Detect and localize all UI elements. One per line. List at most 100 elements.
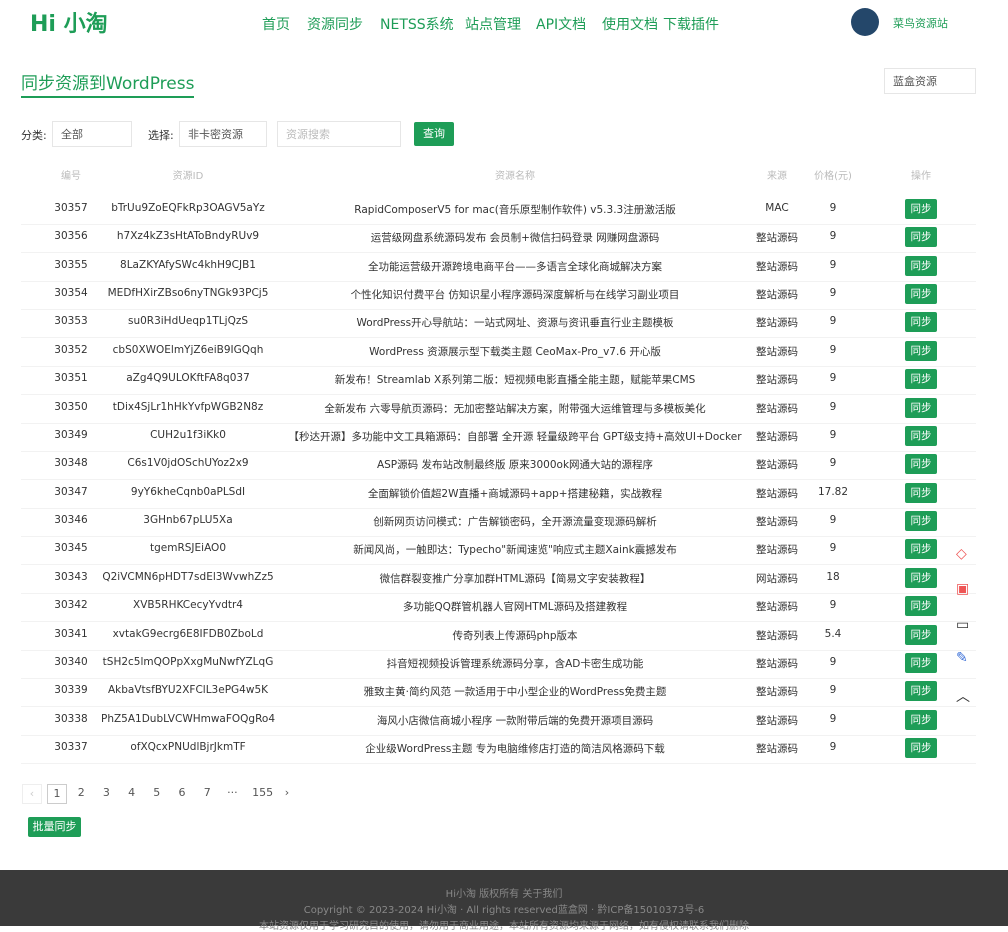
table-cell: ofXQcxPNUdlBjrJkmTF [130, 741, 246, 754]
sync-button[interactable]: 同步 [905, 227, 937, 248]
table-cell: 9 [829, 741, 837, 754]
side-icon[interactable]: ▣ [956, 581, 970, 597]
sync-button[interactable]: 同步 [905, 624, 937, 645]
table-cell: 全新发布 六零导航页源码：无加密整站解决方案，附带强大运维管理与多模板美化 [324, 402, 706, 415]
sync-button[interactable]: 同步 [905, 567, 937, 588]
choose-select[interactable]: 非卡密资源 [179, 121, 267, 147]
sync-button[interactable]: 同步 [905, 199, 937, 219]
search-input[interactable]: 资源搜索 [277, 121, 401, 147]
page-prev[interactable]: ‹ [22, 784, 42, 804]
nav-item[interactable]: NETSS系统 [380, 17, 454, 33]
page-item[interactable]: 7 [203, 786, 211, 799]
table-cell: 30348 [54, 457, 88, 470]
table-cell: 17.82 [817, 485, 849, 498]
table-cell: 30341 [54, 627, 88, 640]
sync-button[interactable]: 同步 [905, 340, 937, 361]
table-cell: 9 [829, 343, 837, 356]
page-item[interactable]: ··· [227, 786, 238, 799]
nav-item[interactable]: API文档 [536, 17, 587, 33]
row-divider [21, 507, 976, 509]
table-cell: 微信群裂变推广分享加群HTML源码【简易文字安装教程】 [379, 572, 651, 585]
page-item[interactable]: 6 [178, 786, 186, 799]
table-cell: 整站源码 [756, 402, 798, 415]
sync-button[interactable]: 同步 [905, 284, 937, 305]
avatar[interactable] [851, 8, 879, 36]
sync-button[interactable]: 同步 [905, 369, 937, 390]
table-cell: 整站源码 [756, 459, 798, 472]
table-cell: 整站源码 [756, 601, 798, 614]
table-cell: CUH2u1f3iKk0 [150, 428, 226, 441]
sync-button[interactable]: 同步 [905, 652, 937, 673]
table-cell: XVB5RHKCecyYvdtr4 [133, 599, 243, 612]
side-icon[interactable]: ▭ [956, 617, 970, 633]
page-item[interactable]: 1 [47, 784, 67, 804]
row-divider [21, 763, 976, 765]
footer-line: Hi小淘 版权所有 关于我们 [445, 889, 563, 900]
sync-button[interactable]: 同步 [905, 681, 937, 702]
logo[interactable]: Hi 小淘 [30, 12, 108, 37]
table-cell: 5.4 [824, 627, 842, 640]
table-cell: 30342 [54, 599, 88, 612]
table-cell: 9yY6kheCqnb0aPLSdI [130, 485, 246, 498]
nav-item[interactable]: 使用文档 [602, 17, 658, 33]
page-next[interactable]: › [284, 786, 290, 799]
table-cell: 企业级WordPress主题 专为电脑维修店打造的简洁风格源码下载 [365, 743, 665, 756]
table-cell: 整站源码 [756, 743, 798, 756]
nav-item[interactable]: 下载插件 [663, 17, 719, 33]
sync-button[interactable]: 同步 [905, 738, 937, 759]
table-cell: 30356 [54, 230, 88, 243]
table-cell: 整站源码 [756, 487, 798, 500]
sync-button[interactable]: 同步 [905, 454, 937, 475]
table-cell: 30339 [54, 684, 88, 697]
page-item[interactable]: 4 [128, 786, 136, 799]
query-button[interactable]: 查询 [414, 122, 454, 146]
row-divider [21, 309, 976, 311]
user-name[interactable]: 菜鸟资源站 [893, 17, 948, 30]
table-cell: 整站源码 [756, 516, 798, 529]
nav-item[interactable]: 站点管理 [465, 17, 521, 33]
table-cell: 9 [829, 542, 837, 555]
row-divider [21, 280, 976, 282]
sync-button[interactable]: 同步 [905, 539, 937, 560]
sync-button[interactable]: 同步 [905, 397, 937, 418]
page-item[interactable]: 2 [77, 786, 85, 799]
table-cell: 30349 [54, 428, 88, 441]
row-divider [21, 365, 976, 367]
nav-item[interactable]: 首页 [262, 17, 290, 33]
sync-button[interactable]: 同步 [905, 312, 937, 333]
sync-button[interactable]: 同步 [905, 482, 937, 503]
side-icon[interactable]: ✎ [956, 650, 968, 666]
row-divider [21, 394, 976, 396]
footer [0, 870, 1008, 926]
row-divider [21, 592, 976, 594]
table-cell: 9 [829, 372, 837, 385]
page-item[interactable]: 5 [153, 786, 161, 799]
site-select[interactable]: 蓝盒资源 [884, 68, 976, 94]
side-icon[interactable]: ︿ [956, 689, 970, 705]
table-cell: Q2iVCMN6pHDT7sdEl3WvwhZz5 [102, 570, 274, 583]
table-cell: 整站源码 [756, 430, 798, 443]
column-header: 价格(元) [814, 171, 852, 182]
row-divider [21, 564, 976, 566]
batch-button[interactable]: 批量同步 [28, 817, 81, 837]
nav-item[interactable]: 资源同步 [307, 17, 363, 33]
sync-button[interactable]: 同步 [905, 709, 937, 730]
table-cell: 30353 [54, 315, 88, 328]
row-divider [21, 479, 976, 481]
side-icon[interactable]: ◇ [956, 546, 967, 562]
page-item[interactable]: 3 [102, 786, 110, 799]
table-cell: 整站源码 [756, 714, 798, 727]
sync-button[interactable]: 同步 [905, 511, 937, 532]
column-header: 编号 [61, 171, 81, 182]
sync-button[interactable]: 同步 [905, 425, 937, 446]
sync-button[interactable]: 同步 [905, 255, 937, 276]
page-item[interactable]: 155 [252, 786, 274, 799]
sync-button[interactable]: 同步 [905, 596, 937, 617]
table-cell: 整站源码 [756, 345, 798, 358]
table-cell: su0R3iHdUeqp1TLjQzS [127, 315, 249, 328]
table-cell: 9 [829, 400, 837, 413]
category-select[interactable]: 全部 [52, 121, 132, 147]
table-cell: AkbaVtsfBYU2XFClL3ePG4w5K [107, 684, 269, 697]
table-cell: 30354 [54, 287, 88, 300]
